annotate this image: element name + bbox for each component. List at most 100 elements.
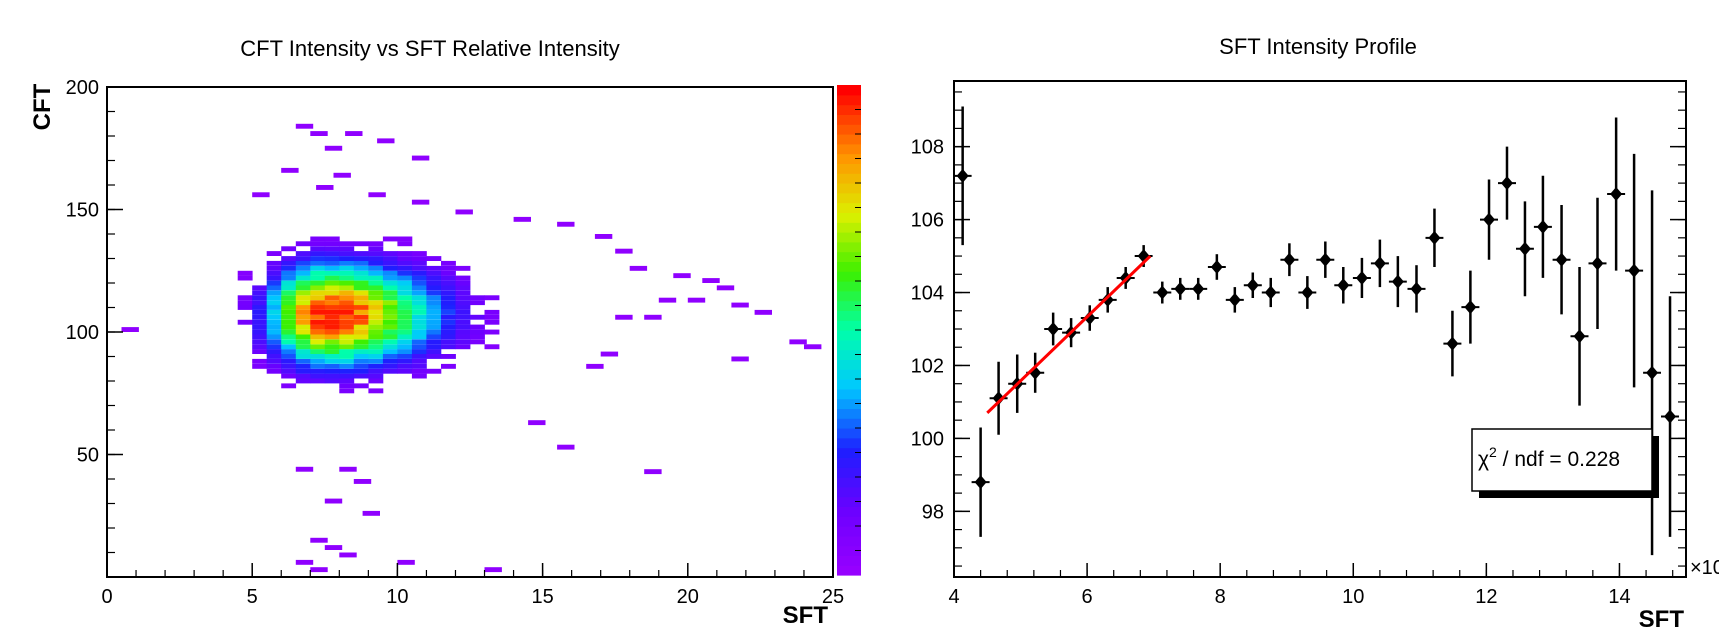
colorbar-segment	[837, 241, 861, 253]
heatmap-cell	[441, 300, 456, 306]
heatmap-cell	[455, 344, 471, 350]
heatmap-cell	[266, 280, 282, 286]
heatmap-cell	[266, 275, 282, 281]
heatmap-cell	[426, 339, 442, 345]
heatmap-cell	[324, 275, 340, 281]
heatmap-outlier-cell	[121, 327, 139, 332]
heatmap-cell	[310, 378, 326, 384]
heatmap-cell	[310, 251, 326, 256]
heatmap-cell	[455, 314, 471, 320]
heatmap-cell	[310, 256, 326, 261]
heatmap-cell	[324, 319, 340, 325]
heatmap-cell	[353, 324, 369, 330]
heatmap-cell	[397, 344, 413, 350]
heatmap-cell	[252, 324, 268, 330]
heatmap-cell	[368, 246, 384, 252]
heatmap-cell	[382, 265, 398, 271]
heatmap-cell	[426, 314, 442, 320]
colorbar-segment	[837, 565, 861, 576]
heatmap-cell	[411, 270, 427, 276]
heatmap-cell	[295, 251, 311, 256]
heatmap-outlier-cell	[455, 209, 473, 215]
profile-point-marker	[1591, 256, 1604, 271]
heatmap-cell	[470, 329, 485, 335]
heatmap-cell	[295, 295, 311, 301]
heatmap-cell	[324, 324, 340, 330]
heatmap-cell	[470, 295, 485, 301]
heatmap-cell	[266, 358, 282, 364]
heatmap-cell	[470, 300, 485, 306]
heatmap-cell	[324, 295, 340, 301]
heatmap-cell	[368, 260, 384, 266]
colorbar-segment	[837, 85, 861, 96]
heatmap-cell	[382, 339, 398, 345]
heatmap-cell	[353, 251, 369, 256]
heatmap-cell	[455, 305, 471, 310]
heatmap-cell	[266, 334, 282, 340]
profile-point-marker	[1047, 322, 1060, 336]
heatmap-cell	[397, 256, 413, 261]
heatmap-outlier-cell	[804, 344, 822, 350]
heatmap-cell	[266, 265, 282, 271]
heatmap-cell	[324, 378, 340, 384]
heatmap-cell	[353, 349, 369, 354]
heatmap-cell	[266, 329, 282, 335]
heatmap-cell	[281, 383, 297, 389]
heatmap-cell	[266, 309, 282, 315]
heatmap-cell	[339, 251, 355, 256]
heatmap-cell	[411, 354, 427, 359]
heatmap-cell	[310, 319, 326, 325]
heatmap-cell	[397, 270, 413, 276]
heatmap-cell	[426, 334, 442, 340]
heatmap-cell	[397, 368, 413, 374]
heatmap-y-label: CFT	[29, 83, 56, 130]
heatmap-outlier-cell	[411, 199, 430, 205]
heatmap-cell	[441, 290, 456, 296]
heatmap-cell	[368, 270, 384, 276]
heatmap-cell	[324, 309, 340, 315]
heatmap-cell	[339, 241, 355, 247]
heatmap-cell	[295, 319, 311, 325]
heatmap-cell	[353, 275, 369, 281]
heatmap-cell	[281, 280, 297, 286]
colorbar-segment	[837, 261, 861, 272]
profile-point-marker	[1536, 219, 1549, 234]
heatmap-cell	[310, 290, 326, 296]
heatmap-outlier-cell	[615, 314, 633, 320]
colorbar-segment	[837, 143, 861, 155]
heatmap-cell	[470, 314, 485, 320]
profile-x-tick-label: 12	[1475, 586, 1497, 608]
colorbar-segment	[837, 349, 861, 360]
heatmap-outlier-cell	[594, 234, 613, 239]
heatmap-cell	[368, 368, 384, 374]
heatmap-cell	[281, 305, 297, 310]
heatmap-x-tick-label: 15	[531, 586, 553, 608]
heatmap-cell	[339, 358, 355, 364]
heatmap-cell	[411, 265, 427, 271]
heatmap-cell	[397, 324, 413, 330]
colorbar-segment	[837, 526, 861, 537]
heatmap-cell	[368, 358, 384, 364]
profile-point-marker	[1156, 285, 1169, 300]
colorbar-segment	[837, 418, 861, 429]
heatmap-cell	[353, 314, 369, 320]
heatmap-cell	[237, 305, 253, 310]
profile-point-marker	[956, 168, 969, 183]
stat-box-background	[1471, 428, 1653, 492]
heatmap-cell	[339, 383, 355, 389]
heatmap-cell	[281, 270, 297, 276]
heatmap-cell	[368, 324, 384, 330]
heatmap-cell	[324, 236, 340, 242]
colorbar-segment	[837, 104, 861, 115]
profile-point-marker	[1264, 285, 1277, 300]
heatmap-cell	[397, 295, 413, 301]
heatmap-cell	[411, 280, 427, 286]
heatmap-outlier-cell	[339, 552, 357, 558]
heatmap-cell	[411, 334, 427, 340]
heatmap-outlier-cell	[397, 559, 415, 565]
heatmap-cell	[295, 368, 311, 374]
heatmap-cell	[397, 275, 413, 281]
colorbar-segment	[837, 251, 861, 262]
heatmap-cell	[252, 314, 268, 320]
heatmap-cell	[266, 290, 282, 296]
